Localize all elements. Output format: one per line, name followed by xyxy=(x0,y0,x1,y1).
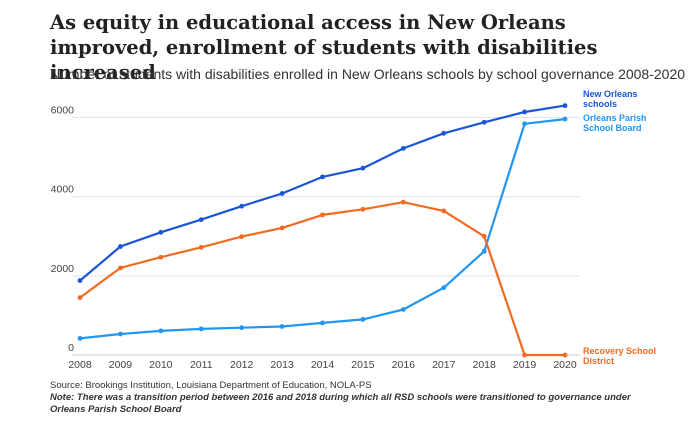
y-tick-label: 6000 xyxy=(51,105,75,117)
data-point xyxy=(360,206,366,212)
series-line xyxy=(79,118,566,340)
data-point xyxy=(320,212,325,218)
series-label: District xyxy=(583,356,614,366)
data-point xyxy=(562,103,568,109)
x-tick-label: 2019 xyxy=(513,359,537,371)
chart-title: As equity in educational access in New O… xyxy=(50,11,598,84)
x-tick-label: 2013 xyxy=(270,359,294,371)
x-tick-label: 2018 xyxy=(472,359,496,371)
data-point xyxy=(279,191,285,196)
data-point xyxy=(77,278,83,283)
data-point xyxy=(481,233,487,239)
data-point xyxy=(239,234,245,240)
data-point xyxy=(441,285,447,291)
data-point xyxy=(279,324,285,329)
source-note: Source: Brookings Institution, Louisiana… xyxy=(50,380,372,391)
chart-subtitle: Number of students with disabilities enr… xyxy=(50,66,686,82)
data-point xyxy=(198,326,204,332)
data-point xyxy=(360,316,366,322)
data-point xyxy=(481,248,487,254)
data-point xyxy=(481,119,487,125)
data-point xyxy=(522,121,527,127)
data-point xyxy=(562,116,568,122)
data-point xyxy=(279,225,285,231)
data-point xyxy=(77,295,83,301)
data-point xyxy=(77,335,83,341)
data-point xyxy=(239,203,245,209)
series-label: schools xyxy=(583,99,617,109)
data-point xyxy=(118,331,123,337)
x-tick-label: 2011 xyxy=(190,359,213,371)
data-point xyxy=(400,307,406,312)
data-point xyxy=(158,229,164,235)
series-label: Recovery School xyxy=(583,346,656,356)
series-label: School Board xyxy=(583,123,642,133)
series-label: Orleans Parish xyxy=(583,113,647,123)
x-tick-label: 2012 xyxy=(230,359,254,371)
data-point xyxy=(320,174,325,180)
data-point xyxy=(562,352,568,358)
data-point xyxy=(198,217,204,223)
x-tick-label: 2015 xyxy=(351,359,375,371)
data-point xyxy=(522,109,527,115)
series-line xyxy=(79,104,566,282)
footnote: Note: There was a transition period betw… xyxy=(50,392,631,415)
x-tick-label: 2020 xyxy=(553,359,577,371)
y-tick-label: 4000 xyxy=(51,184,75,196)
data-points xyxy=(77,103,568,358)
data-point xyxy=(320,320,325,326)
data-point xyxy=(400,145,406,151)
x-tick-label: 2016 xyxy=(392,359,416,371)
data-point xyxy=(522,352,527,358)
data-point xyxy=(441,130,447,136)
data-point xyxy=(198,244,204,250)
axes: 0 2000 4000 6000 2008 2009 2010 2011 2012 2013 201… xyxy=(51,105,580,371)
y-tick-label: 0 xyxy=(68,342,74,354)
data-point xyxy=(360,165,366,171)
y-tick-label: 2000 xyxy=(51,263,75,275)
x-tick-label: 2010 xyxy=(149,359,173,371)
x-tick-label: 2014 xyxy=(311,359,335,371)
data-point xyxy=(441,208,447,214)
data-point xyxy=(118,244,123,249)
series-lines xyxy=(79,104,566,357)
x-tick-label: 2009 xyxy=(109,359,133,371)
series-label: New Orleans xyxy=(583,89,638,99)
data-point xyxy=(400,199,406,205)
x-tick-label: 2017 xyxy=(432,359,456,371)
x-tick-label: 2008 xyxy=(68,359,92,371)
data-point xyxy=(239,325,245,331)
gridlines xyxy=(72,117,580,277)
data-point xyxy=(118,265,123,271)
data-point xyxy=(158,328,164,334)
data-point xyxy=(158,254,164,260)
